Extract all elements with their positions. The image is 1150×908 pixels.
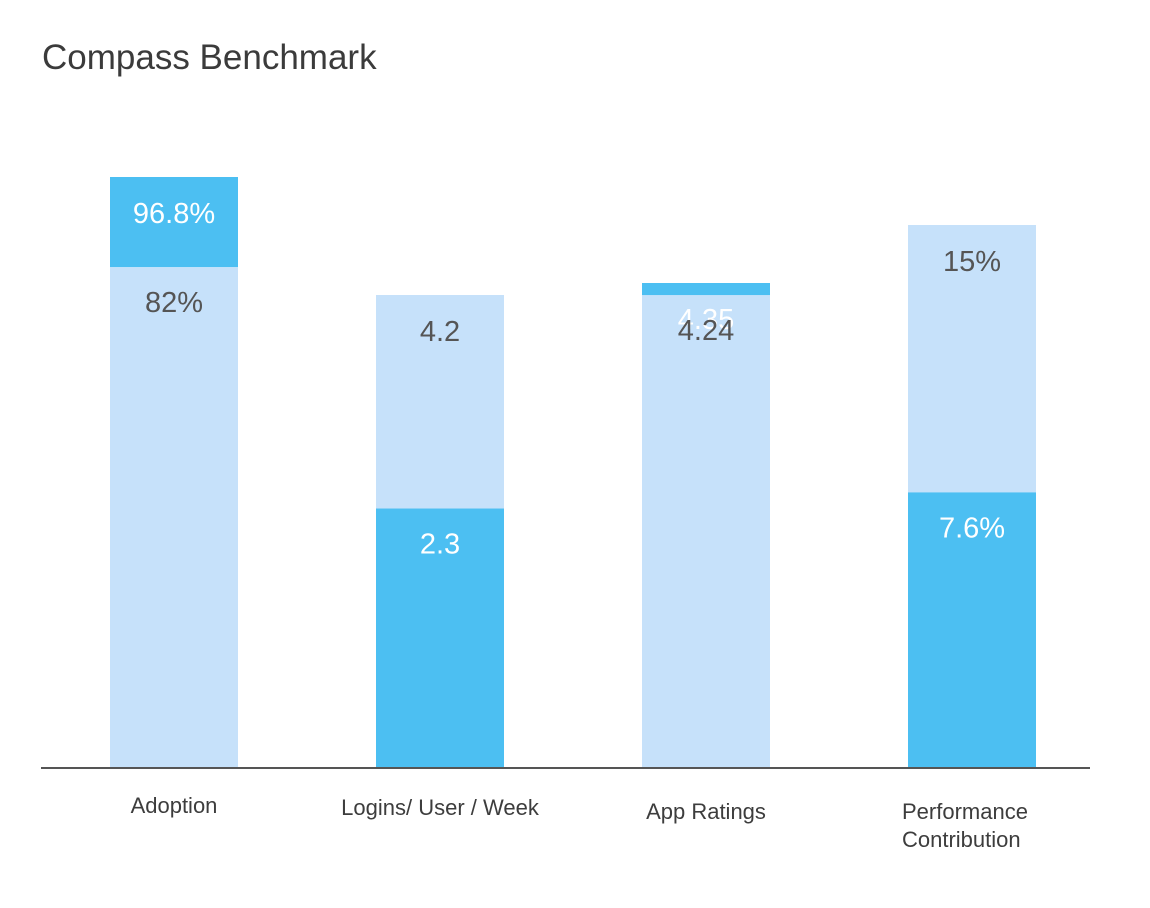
bar-upper-segment [908, 225, 1036, 493]
category-label: App Ratings [646, 799, 766, 824]
bar-upper-segment [110, 177, 238, 268]
bar-upper-segment [376, 295, 504, 509]
data-label-upper: 4.35 [678, 304, 734, 336]
data-label-lower: 82% [145, 287, 203, 319]
category-label: Logins/ User / Week [341, 795, 540, 820]
bar-lower-segment [376, 508, 504, 767]
chart-title: Compass Benchmark [42, 38, 377, 77]
bar-lower-segment [908, 492, 1036, 767]
category-label: Performance Contribution [902, 799, 1028, 852]
bar-lower-segment [642, 295, 770, 767]
category-label: Adoption [131, 793, 218, 818]
bar-upper-segment [642, 283, 770, 296]
data-label-upper: 96.8% [133, 198, 215, 230]
data-label-upper: 15% [943, 246, 1001, 278]
bar-lower-segment [110, 267, 238, 767]
data-label-lower: 7.6% [939, 512, 1005, 544]
data-label-lower: 2.3 [420, 529, 460, 561]
data-label-upper: 4.2 [420, 316, 460, 348]
data-label-lower: 4.24 [678, 315, 734, 347]
